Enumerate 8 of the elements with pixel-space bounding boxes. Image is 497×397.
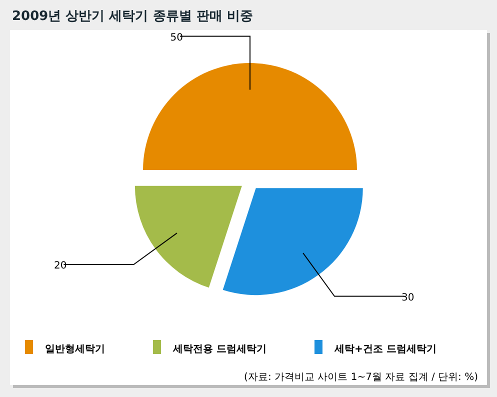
data-label: 50 — [170, 32, 183, 44]
legend-label: 세탁전용 드럼세탁기 — [172, 344, 266, 355]
legend-label: 일반형세탁기 — [45, 344, 105, 355]
legend-label: 세탁+건조 드럼세탁기 — [333, 344, 436, 355]
data-label: 20 — [54, 260, 67, 272]
text: (자료: 가격비교 사이트 1~7월 자료 집계 / 단위: %) — [244, 372, 478, 383]
chart-title: 2009년 상반기 세탁기 종류별 판매 비중 — [12, 9, 253, 24]
data-label: 30 — [401, 292, 414, 304]
